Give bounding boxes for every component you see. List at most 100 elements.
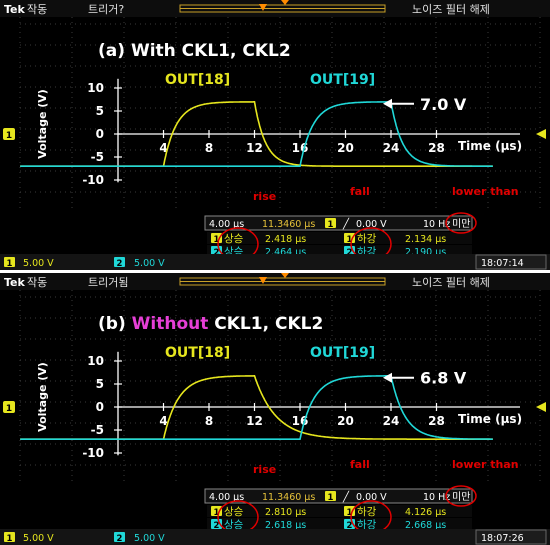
header-bar: Tek 작동 트리거? 노이즈 필터 해제	[0, 0, 550, 17]
measurement-readout: 4.00 µs 11.3460 µs 1 ╱ 0.00 V 10 Hz 미만 1 상승 2.810…	[204, 488, 473, 531]
trigger-level-marker	[536, 402, 546, 412]
measurement-type-fall: 하강	[357, 518, 377, 531]
ch2-number: 2	[117, 534, 123, 544]
x-tick-label: 24	[383, 141, 400, 155]
ch1-ground-marker	[3, 401, 15, 413]
fall-time-value: 4.126 µs	[405, 507, 446, 518]
lower-than-label: lower than	[452, 185, 519, 198]
trigger-level: 0.00 V	[356, 492, 387, 503]
ch2-number: 2	[117, 259, 123, 269]
ch1-number: 1	[7, 534, 13, 544]
measurement-readout: 4.00 µs 11.3460 µs 1 ╱ 0.00 V 10 Hz 미만 1 상승 2.418…	[204, 215, 473, 258]
measurement-channel-badge	[344, 506, 355, 516]
trigger-channel-badge	[325, 491, 336, 501]
noise-filter-status: 노이즈 필터 해제	[412, 275, 490, 289]
panel-title-part: (a)	[98, 41, 131, 61]
ch1-number: 1	[7, 259, 13, 269]
waveform-position-marker	[281, 0, 289, 5]
rise-label: rise	[253, 190, 276, 203]
x-tick-label: 4	[159, 141, 167, 155]
trigger-frequency: 10 Hz	[423, 219, 450, 230]
x-tick-label: 24	[383, 414, 400, 428]
y-axis-label: Voltage (V)	[36, 89, 49, 159]
ch2-scale: 5.00 V	[134, 533, 165, 544]
trace-label-out18: OUT[18]	[165, 72, 230, 88]
timebase-value: 4.00 µs	[209, 219, 244, 230]
trigger-position-marker	[259, 277, 267, 284]
fall-label: fall	[350, 458, 370, 471]
amplitude-annotation: 7.0 V	[383, 95, 467, 114]
rise-label: rise	[253, 463, 276, 476]
ch1-ground-marker-label: 1	[6, 131, 12, 141]
y-tick-label: 0	[96, 127, 104, 141]
rise-time-value: 2.810 µs	[265, 507, 306, 518]
x-axis-label: Time (µs)	[458, 412, 522, 426]
waveforms	[20, 375, 493, 440]
timebase-value: 4.00 µs	[209, 492, 244, 503]
ch1-ground-marker	[3, 128, 15, 140]
plot-background	[20, 290, 540, 485]
amplitude-arrow-head	[383, 98, 392, 109]
trace-label-out19: OUT[19]	[310, 72, 375, 88]
measurement-channel: 2	[347, 248, 353, 258]
y-tick-label: -10	[82, 446, 104, 460]
ch2-scale: 5.00 V	[134, 258, 165, 269]
fall-time-value: 2.190 µs	[405, 247, 446, 258]
trigger-channel: 1	[328, 493, 334, 503]
clock-time: 18:07:14	[481, 258, 524, 269]
y-tick-label: 5	[96, 377, 104, 391]
trigger-frequency: 10 Hz	[423, 492, 450, 503]
footer-background	[0, 254, 550, 270]
x-tick-label: 8	[205, 141, 213, 155]
x-axis-label: Time (µs)	[458, 139, 522, 153]
amplitude-value: 7.0 V	[420, 95, 467, 114]
rise-time-value: 2.418 µs	[265, 234, 306, 245]
measurement-row	[207, 518, 472, 530]
ch2-badge	[114, 257, 125, 267]
waveforms	[20, 101, 493, 167]
fall-label: fall	[350, 185, 370, 198]
red-annotations: rise fall lower than	[217, 458, 519, 534]
ch1-ground-marker-label: 1	[6, 404, 12, 414]
scope-panel-b: Tek 작동 트리거됨 노이즈 필터 해제 10 5 0 -5 -10 4 8 12 16 20 24 28 V…	[0, 273, 550, 545]
trigger-status: 트리거?	[88, 3, 124, 16]
x-tick-label: 28	[428, 414, 445, 428]
axes: 10 5 0 -5 -10 4 8 12 16 20 24 28 Voltage (V) Time (µs…	[36, 78, 522, 187]
trigger-status: 트리거됨	[88, 276, 128, 289]
trace-label-out19: OUT[19]	[310, 345, 375, 361]
trigger-slope-icon: ╱	[342, 490, 350, 503]
y-tick-label: 5	[96, 104, 104, 118]
noise-filter-status: 노이즈 필터 해제	[412, 2, 490, 16]
x-tick-label: 4	[159, 414, 167, 428]
y-tick-label: -5	[91, 423, 104, 437]
clock-time: 18:07:26	[481, 533, 524, 544]
panel-title-part: (b)	[98, 314, 132, 334]
rise-time-value: 2.618 µs	[265, 520, 306, 531]
measurement-channel: 2	[214, 248, 220, 258]
measurement-channel-badge	[344, 233, 355, 243]
waveform-position-marker	[281, 273, 289, 278]
measurement-channel: 2	[214, 521, 220, 531]
ch1-badge	[4, 257, 15, 267]
panel-title: (b) Without CKL1, CKL2	[98, 314, 323, 334]
y-tick-label: 0	[96, 400, 104, 414]
grid	[19, 290, 541, 485]
brand-logo: Tek	[4, 3, 26, 16]
measurement-type-fall: 하강	[357, 232, 377, 245]
measurement-type-rise: 상승	[224, 519, 244, 531]
plot-background	[20, 17, 540, 212]
grid	[19, 17, 541, 212]
clock-box	[475, 529, 547, 545]
y-tick-label: -10	[82, 173, 104, 187]
panel-title-part: CKL1, CKL2	[176, 41, 291, 61]
y-axis-label: Voltage (V)	[36, 362, 49, 432]
ch1-scale: 5.00 V	[23, 533, 54, 544]
x-tick-label: 20	[337, 414, 354, 428]
lower-than-label: lower than	[452, 458, 519, 471]
panel-title-part: CKL1, CKL2	[208, 314, 323, 334]
trigger-channel: 1	[328, 220, 334, 230]
